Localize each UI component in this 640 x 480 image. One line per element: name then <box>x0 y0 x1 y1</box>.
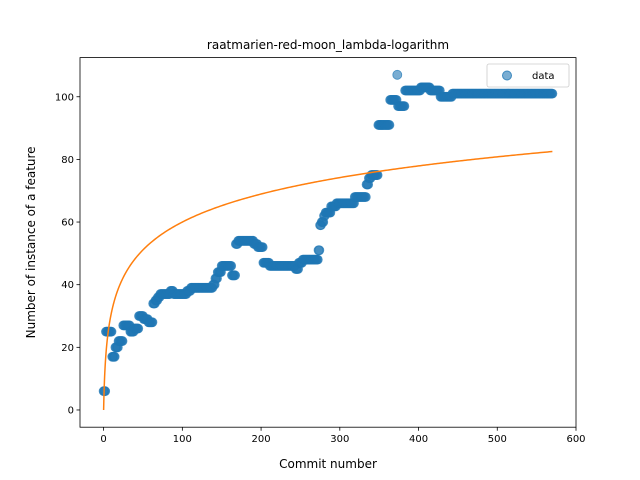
x-axis-ticks: 0 100 200 300 400 500 600 <box>100 427 586 445</box>
data-point <box>360 192 371 202</box>
axes-frame <box>79 57 577 428</box>
data-point <box>314 245 325 256</box>
y-axis-ticks: 0 20 40 60 80 100 <box>55 92 80 416</box>
data-point <box>312 254 323 265</box>
data-point <box>392 69 403 80</box>
y-tick-label: 0 <box>68 405 74 416</box>
legend-label-data: data <box>532 71 555 82</box>
data-point <box>147 317 158 328</box>
data-point <box>100 386 111 397</box>
x-tick-label: 200 <box>252 434 271 445</box>
legend: data <box>486 63 570 88</box>
legend-box <box>486 63 570 88</box>
x-tick-label: 500 <box>488 434 507 445</box>
y-axis-label: Number of instance of a feature <box>24 146 38 338</box>
data-point <box>372 170 383 180</box>
x-tick-label: 0 <box>100 434 106 445</box>
x-tick-label: 300 <box>330 434 349 445</box>
data-point <box>117 336 128 346</box>
data-point <box>133 323 144 334</box>
x-tick-label: 400 <box>409 434 428 445</box>
y-tick-label: 100 <box>55 92 74 103</box>
x-axis-label: Commit number <box>279 457 377 471</box>
chart-title: raatmarien-red-moon_lambda-logarithm <box>207 38 449 52</box>
legend-marker-data <box>502 70 512 81</box>
data-point <box>547 88 558 99</box>
data-point <box>230 270 241 281</box>
data-point <box>226 260 237 271</box>
data-point <box>399 101 410 112</box>
y-tick-label: 40 <box>61 280 74 291</box>
data-point <box>257 242 268 253</box>
y-tick-label: 80 <box>61 155 74 166</box>
y-tick-label: 20 <box>61 343 74 354</box>
y-tick-label: 60 <box>61 218 74 229</box>
data-point <box>384 120 395 130</box>
x-tick-label: 100 <box>173 434 192 445</box>
x-tick-label: 600 <box>566 434 585 445</box>
plot-area <box>98 69 558 410</box>
fit-line <box>102 150 553 410</box>
data-point <box>109 351 120 362</box>
